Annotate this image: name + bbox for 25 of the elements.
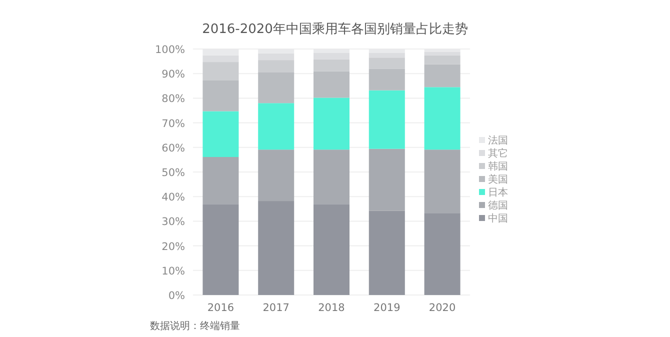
x-tick-label: 2016 [207, 302, 234, 314]
legend-label: 德国 [488, 200, 508, 212]
legend-label: 法国 [488, 134, 508, 146]
x-tick-label: 2020 [428, 302, 456, 314]
y-tick-label: 90% [162, 68, 186, 81]
legend-label: 韩国 [488, 160, 508, 172]
x-tick-label: 2018 [318, 302, 345, 314]
y-tick-label: 80% [162, 93, 186, 106]
text: 数据说明：终端销量 [150, 320, 240, 332]
chart-title: 2016-2020年中国乘用车各国别销量占比走势 [202, 22, 468, 37]
legend-label: 其它 [488, 148, 508, 160]
legend-label: 日本 [488, 186, 508, 198]
y-tick-label: 70% [162, 118, 186, 130]
y-tick-label: 60% [162, 142, 186, 154]
legend-label: 中国 [488, 212, 508, 224]
y-tick-label: 10% [162, 265, 186, 278]
y-tick-label: 40% [162, 192, 186, 204]
y-tick-label: 30% [162, 216, 186, 228]
y-tick-label: 50% [162, 167, 186, 179]
legend-label: 美国 [488, 174, 508, 186]
y-tick-label: 100% [154, 44, 186, 56]
x-tick-label: 2017 [262, 302, 290, 314]
y-tick-label: 20% [162, 240, 186, 253]
x-tick-label: 2019 [374, 302, 400, 314]
y-tick-label: 0% [168, 290, 186, 302]
